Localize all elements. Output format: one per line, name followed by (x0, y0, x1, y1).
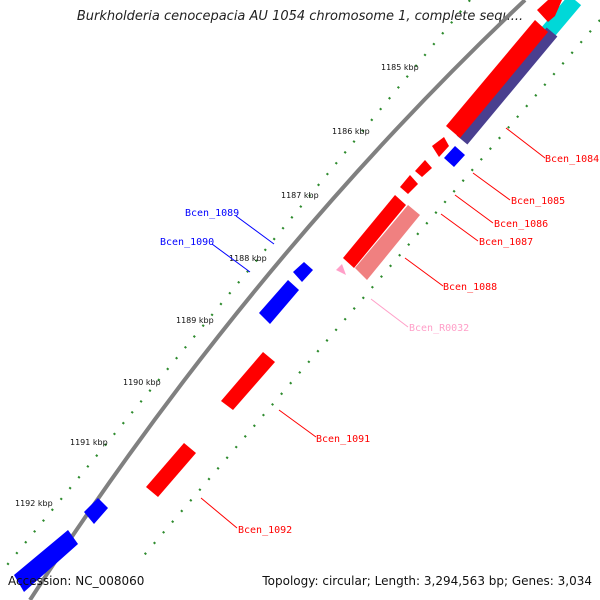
gene-bcen-1089[interactable] (293, 262, 313, 282)
label-bcen-1090[interactable]: Bcen_1090 (160, 237, 214, 248)
leader-bcen-r0032 (370, 298, 409, 328)
tick-label-1189: 1189 kbp (176, 316, 214, 325)
label-bcen-r0032[interactable]: Bcen_R0032 (409, 323, 469, 334)
gene-bcen-1092[interactable] (146, 443, 196, 497)
label-bcen-1086[interactable]: Bcen_1086 (494, 219, 548, 230)
gene-bcen-1086[interactable] (415, 160, 432, 177)
label-bcen-1087[interactable]: Bcen_1087 (479, 237, 533, 248)
tick-label-1188: 1188 kbp (229, 254, 267, 263)
tick-label-1185: 1185 kbp (381, 63, 419, 72)
gene-bcen-r0032[interactable] (336, 264, 346, 275)
leader-bcen-1085 (472, 172, 511, 201)
gene-reverse-1192a[interactable] (84, 498, 108, 524)
leader-bcen-1088 (404, 257, 444, 287)
gene-bcen-1088[interactable] (355, 205, 420, 280)
leader-bcen-1089 (235, 215, 275, 245)
leader-bcen-1084 (505, 127, 546, 159)
tick-label-1191: 1191 kbp (70, 438, 108, 447)
gene-bcen-1084[interactable] (446, 20, 548, 138)
label-bcen-1091[interactable]: Bcen_1091 (316, 434, 370, 445)
tick-line-outer (2, 0, 471, 571)
gene-bcen-1085-red[interactable] (432, 137, 449, 157)
leader-bcen-1092 (200, 497, 238, 529)
leader-bcen-1086 (454, 194, 494, 224)
tick-line-inner (139, 19, 600, 561)
gene-reverse-1192b[interactable] (14, 530, 78, 592)
gene-bcen-1087[interactable] (400, 175, 418, 194)
leader-bcen-1091 (278, 409, 317, 438)
gene-bcen-1084-top[interactable] (537, 0, 562, 22)
gene-bcen-1088-fwd[interactable] (343, 195, 406, 268)
gene-bcen-1085[interactable] (444, 146, 465, 167)
tick-label-1190: 1190 kbp (123, 378, 161, 387)
tick-label-1192: 1192 kbp (15, 499, 53, 508)
map-title: Burkholderia cenocepacia AU 1054 chromos… (76, 9, 524, 24)
leader-bcen-1090 (211, 243, 251, 273)
label-bcen-1084[interactable]: Bcen_1084 (545, 154, 599, 165)
label-bcen-1085[interactable]: Bcen_1085 (511, 196, 565, 207)
leader-bcen-1087 (440, 213, 479, 242)
tick-label-1186: 1186 kbp (332, 127, 370, 136)
accession-text: Accession: NC_008060 (8, 574, 145, 588)
tick-label-1187: 1187 kbp (281, 191, 319, 200)
gc-skew-band (456, 27, 558, 145)
genome-summary: Topology: circular; Length: 3,294,563 bp… (262, 574, 592, 588)
label-bcen-1092[interactable]: Bcen_1092 (238, 525, 292, 536)
label-bcen-1089[interactable]: Bcen_1089 (185, 208, 239, 219)
gc-content-band (541, 0, 582, 38)
gene-bcen-1091[interactable] (221, 352, 275, 410)
gene-bcen-1090[interactable] (259, 280, 299, 324)
label-bcen-1088[interactable]: Bcen_1088 (443, 282, 497, 293)
